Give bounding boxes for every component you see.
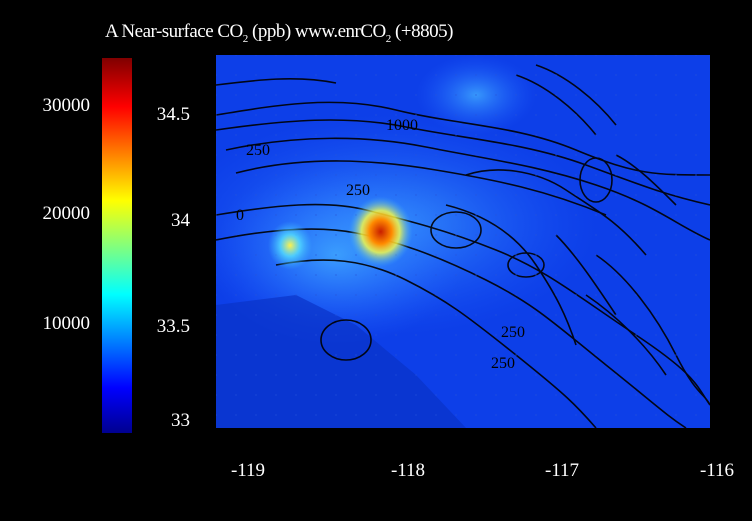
- colorbar-tick-label: 10000: [42, 313, 91, 334]
- colorbar-tick-label: 30000: [42, 95, 91, 116]
- y-tick-label: 33: [171, 410, 190, 431]
- contour-label: 250: [491, 355, 515, 372]
- heatmap-panel: 1000 250 250 0 250 250: [216, 55, 710, 428]
- y-tick-label: 34.5: [156, 104, 190, 125]
- contour-label: 250: [246, 142, 270, 159]
- x-tick-label: -118: [390, 460, 426, 481]
- x-tick-label: -117: [544, 460, 580, 481]
- chart-title: A Near-surface CO2 (ppb) www.enrCO2 (+88…: [105, 21, 453, 45]
- x-tick-label: -119: [230, 460, 266, 481]
- hotspot: [268, 221, 313, 270]
- colorbar-tick-label: 20000: [42, 203, 91, 224]
- x-tick-label: -116: [699, 460, 735, 481]
- y-tick-label: 33.5: [156, 316, 190, 337]
- colorbar: [102, 58, 132, 433]
- contour-label: 250: [346, 182, 370, 199]
- hotspot: [348, 196, 413, 267]
- contour-label: 1000: [386, 117, 418, 134]
- contour-label: 0: [236, 207, 244, 224]
- y-tick-label: 34: [171, 210, 190, 231]
- contour-label: 250: [501, 324, 525, 341]
